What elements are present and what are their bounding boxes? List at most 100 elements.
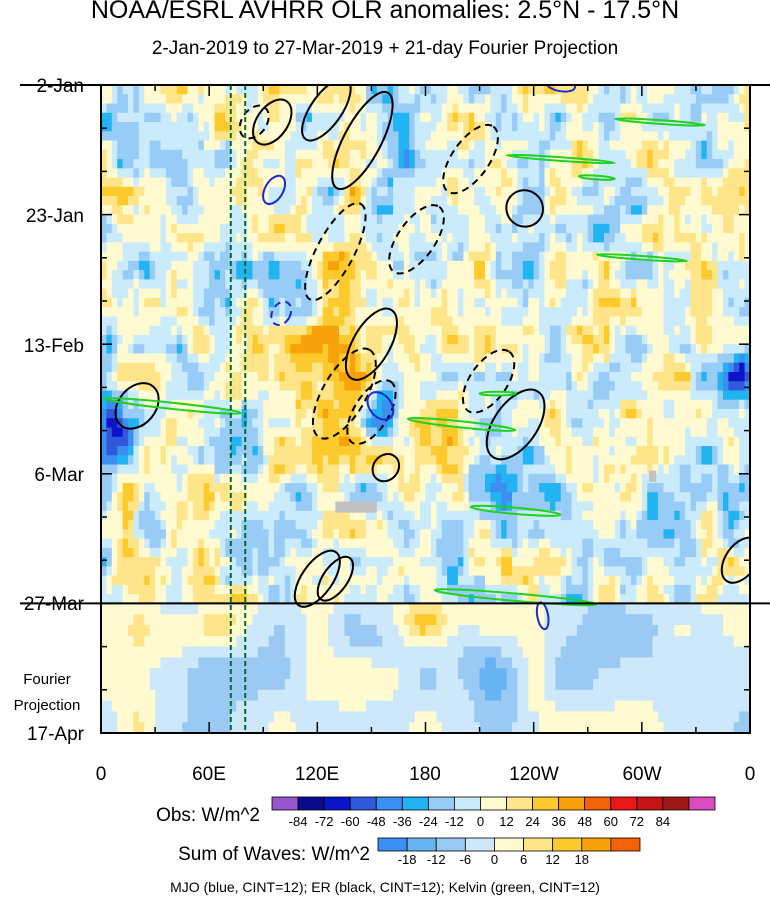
field-cell (165, 85, 172, 95)
field-cell (198, 464, 205, 475)
field-cell (468, 362, 475, 373)
field-cell (295, 279, 302, 290)
field-cell (306, 399, 313, 410)
field-cell (474, 270, 481, 280)
field-cell (463, 159, 470, 169)
field-cell (322, 260, 329, 271)
field-cell (744, 399, 750, 410)
field-cell (582, 223, 589, 234)
field-cell (733, 85, 740, 95)
field-cell (149, 196, 156, 206)
field-cell (598, 418, 605, 429)
field-cell (382, 381, 389, 392)
field-cell (290, 464, 297, 475)
field-cell (436, 427, 443, 438)
field-cell (328, 251, 335, 262)
field-cell (355, 390, 362, 401)
field-cell (306, 325, 313, 336)
field-cell (636, 242, 643, 253)
field-cell (344, 279, 351, 290)
field-cell (144, 344, 151, 355)
field-cell (658, 131, 665, 142)
field-cell (490, 362, 497, 373)
field-cell (647, 381, 654, 392)
field-cell (393, 205, 400, 216)
field-cell (176, 260, 183, 271)
field-cell (733, 362, 740, 373)
field-cell (582, 85, 589, 95)
field-cell (733, 371, 740, 382)
field-cell (263, 390, 270, 401)
field-cell (582, 94, 589, 105)
field-cell (344, 446, 351, 456)
field-cell (479, 436, 486, 447)
field-cell (695, 371, 702, 382)
field-cell (409, 149, 416, 160)
field-cell (441, 362, 448, 373)
field-cell (582, 344, 589, 355)
field-cell (625, 260, 632, 271)
field-cell (717, 223, 724, 234)
field-cell (117, 362, 124, 373)
field-cell (587, 103, 594, 114)
field-cell (430, 94, 437, 105)
field-cell (593, 131, 600, 142)
field-cell (549, 279, 556, 290)
field-cell (203, 297, 210, 308)
field-cell (560, 251, 567, 262)
field-cell (414, 381, 421, 392)
field-cell (490, 270, 497, 280)
field-cell (301, 418, 308, 429)
field-cell (712, 362, 719, 373)
field-cell (409, 270, 416, 280)
field-cell (155, 362, 162, 373)
field-cell (344, 409, 351, 419)
field-cell (192, 233, 199, 243)
field-cell (679, 122, 686, 132)
field-cell (333, 177, 340, 188)
field-cell (274, 288, 281, 299)
field-cell (587, 260, 594, 271)
field-cell (512, 316, 519, 327)
field-cell (344, 159, 351, 169)
field-cell (403, 390, 410, 401)
field-cell (576, 168, 583, 179)
field-cell (728, 307, 735, 318)
field-cell (506, 140, 513, 151)
field-cell (236, 464, 243, 475)
field-cell (468, 297, 475, 308)
field-cell (533, 122, 540, 132)
field-cell (479, 214, 486, 225)
field-cell (441, 205, 448, 216)
field-cell (441, 325, 448, 336)
field-cell (155, 103, 162, 114)
field-cell (571, 94, 578, 105)
field-cell (198, 325, 205, 336)
field-cell (349, 131, 356, 142)
field-cell (101, 307, 108, 318)
field-cell (603, 297, 610, 308)
field-cell (122, 205, 129, 216)
field-cell (144, 464, 151, 475)
field-cell (668, 214, 675, 225)
field-cell (165, 353, 172, 364)
field-cell (263, 353, 270, 364)
field-cell (290, 223, 297, 234)
field-cell (506, 334, 513, 345)
field-cell (695, 223, 702, 234)
field-cell (739, 122, 746, 132)
field-cell (744, 85, 750, 95)
field-cell (447, 122, 454, 132)
field-cell (295, 233, 302, 243)
field-cell (128, 279, 135, 290)
field-cell (457, 103, 464, 114)
field-cell (517, 270, 524, 280)
field-cell (328, 140, 335, 151)
field-cell (647, 446, 654, 456)
field-cell (155, 251, 162, 262)
field-cell (701, 418, 708, 429)
field-cell (549, 223, 556, 234)
field-cell (549, 94, 556, 105)
field-cell (701, 177, 708, 188)
field-cell (268, 371, 275, 382)
